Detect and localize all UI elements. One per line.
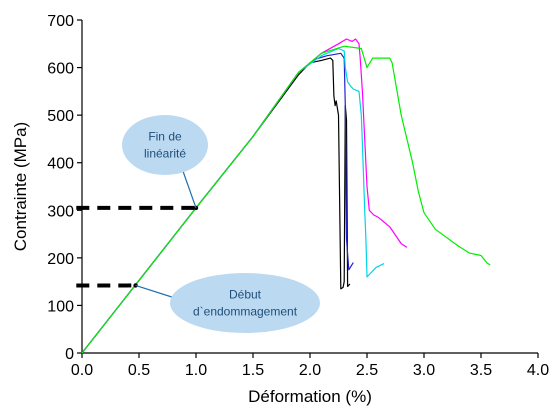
y-tick-label: 500 (47, 108, 74, 125)
annotation-point (133, 283, 138, 288)
x-tick-label: 0.5 (128, 362, 150, 379)
annotation-text: Fin de (148, 130, 182, 144)
annotation-bubble (170, 273, 320, 333)
series-layer (81, 38, 491, 354)
x-tick-label: 3.0 (413, 362, 435, 379)
y-axis-title: Contrainte (MPa) (11, 122, 30, 251)
annotation-bubble (122, 115, 208, 175)
annotation-text: d`endommagement (193, 305, 298, 319)
annotation-text: linéarité (144, 147, 186, 161)
x-tick-label: 2.0 (299, 362, 321, 379)
y-tick-label: 300 (47, 203, 74, 220)
x-tick-label: 1.5 (242, 362, 264, 379)
y-tick-label: 0 (65, 346, 74, 363)
y-tick-label: 100 (47, 298, 74, 315)
x-axis: 0.0 0.5 1.0 1.5 2.0 2.5 3.0 3.5 4.0 Déformation … (71, 352, 549, 406)
y-ticks: 0 100 200 300 400 500 600 700 (47, 13, 82, 363)
annotation-layer: Fin de linéarité Début d`endommagement (76, 115, 320, 333)
y-tick-label: 700 (47, 13, 74, 30)
annotation-leader (135, 284, 178, 300)
x-tick-label: 2.5 (356, 362, 378, 379)
x-tick-label: 0.0 (71, 362, 93, 379)
annotation-text: Début (229, 288, 262, 302)
x-tick-label: 3.5 (470, 362, 492, 379)
x-tick-label: 1.0 (185, 362, 207, 379)
y-axis: 0 100 200 300 400 500 600 700 Contrainte (MPa) (11, 13, 83, 363)
annotation-leader (181, 169, 197, 209)
x-tick-label: 4.0 (527, 362, 549, 379)
series-line-4 (81, 45, 491, 354)
x-axis-title: Déformation (%) (248, 387, 372, 406)
y-tick-label: 400 (47, 156, 74, 173)
y-tick-label: 200 (47, 251, 74, 268)
y-tick-label: 600 (47, 61, 74, 78)
x-ticks: 0.0 0.5 1.0 1.5 2.0 2.5 3.0 3.5 4.0 (71, 353, 549, 379)
